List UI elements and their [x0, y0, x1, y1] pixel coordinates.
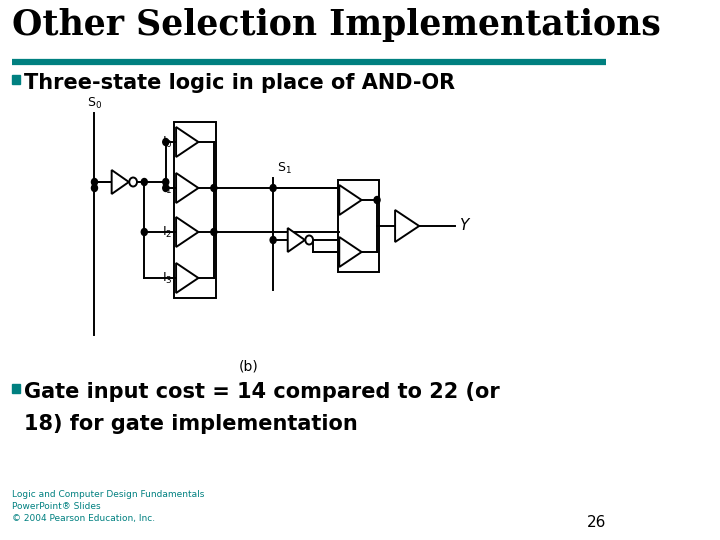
Text: Three-state logic in place of AND-OR: Three-state logic in place of AND-OR	[24, 73, 455, 93]
Polygon shape	[176, 127, 199, 157]
Text: I$_1$: I$_1$	[162, 180, 173, 195]
Polygon shape	[176, 217, 199, 247]
Circle shape	[141, 179, 148, 186]
Text: S$_0$: S$_0$	[87, 96, 102, 111]
Polygon shape	[395, 210, 419, 242]
Polygon shape	[339, 237, 361, 267]
Circle shape	[130, 178, 137, 186]
Text: (b): (b)	[239, 360, 259, 374]
Text: S$_1$: S$_1$	[277, 161, 292, 176]
Circle shape	[270, 237, 276, 244]
Text: I$_0$: I$_0$	[162, 134, 173, 150]
Bar	[12, 384, 19, 393]
Circle shape	[163, 138, 168, 145]
Text: 26: 26	[587, 515, 606, 530]
Circle shape	[163, 185, 168, 192]
Circle shape	[270, 185, 276, 192]
Bar	[12, 75, 19, 84]
Text: I$_2$: I$_2$	[162, 225, 173, 240]
Polygon shape	[339, 185, 361, 215]
Circle shape	[211, 185, 217, 192]
Text: 18) for gate implementation: 18) for gate implementation	[24, 414, 358, 434]
Polygon shape	[288, 228, 305, 252]
Text: I$_3$: I$_3$	[162, 271, 173, 286]
Polygon shape	[176, 173, 199, 203]
Polygon shape	[112, 170, 129, 194]
Circle shape	[305, 235, 313, 245]
Bar	[174, 122, 215, 298]
Circle shape	[211, 228, 217, 235]
Text: Gate input cost = 14 compared to 22 (or: Gate input cost = 14 compared to 22 (or	[24, 382, 500, 402]
Circle shape	[163, 179, 168, 186]
Polygon shape	[176, 263, 199, 293]
Text: Logic and Computer Design Fundamentals: Logic and Computer Design Fundamentals	[12, 490, 204, 499]
Circle shape	[91, 185, 97, 192]
Bar	[338, 180, 379, 272]
Text: © 2004 Pearson Education, Inc.: © 2004 Pearson Education, Inc.	[12, 514, 155, 523]
Text: PowerPoint® Slides: PowerPoint® Slides	[12, 502, 101, 511]
Circle shape	[141, 228, 148, 235]
Circle shape	[91, 179, 97, 186]
Circle shape	[374, 197, 380, 204]
Text: Other Selection Implementations: Other Selection Implementations	[12, 8, 661, 42]
Text: Y: Y	[459, 219, 469, 233]
